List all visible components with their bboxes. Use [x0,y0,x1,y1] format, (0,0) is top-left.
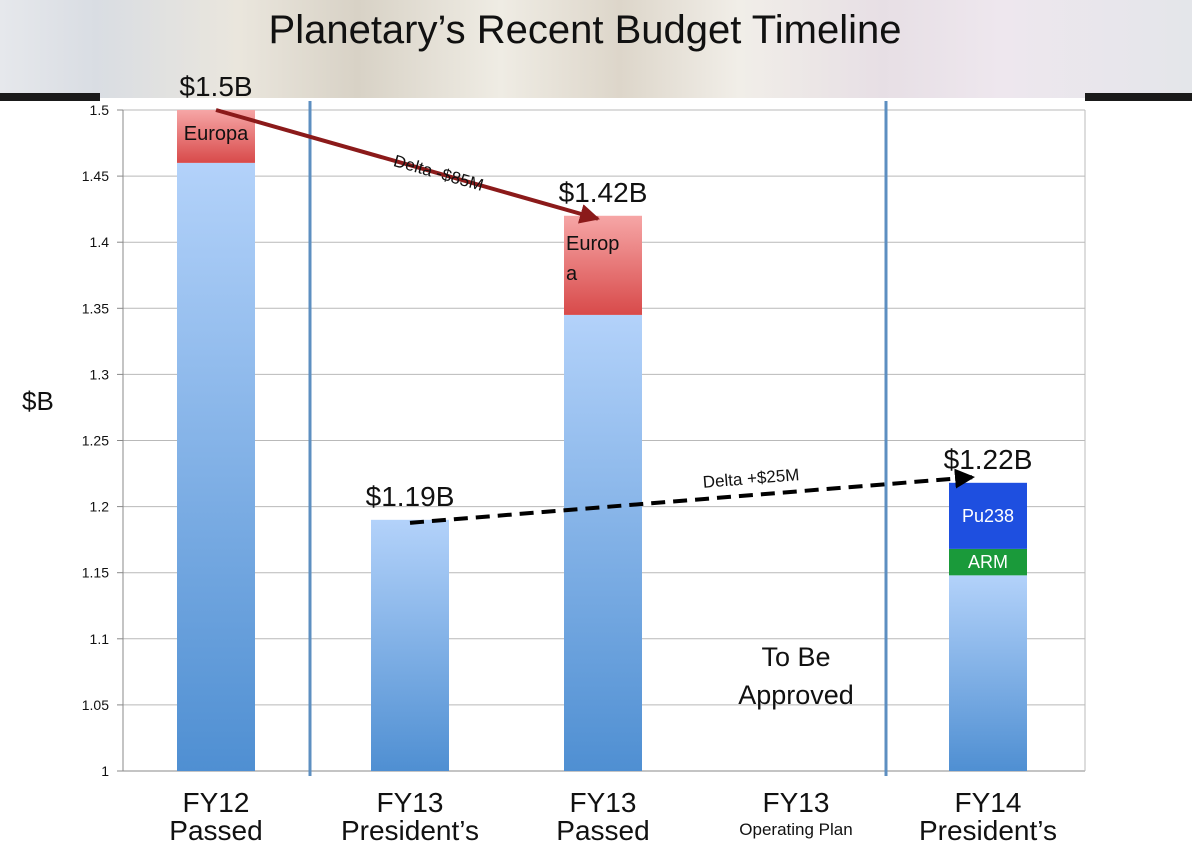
y-tick-label: 1.45 [82,168,109,184]
y-tick-label: 1.3 [90,366,110,382]
bar-segment [949,575,1027,771]
bar-segment [177,162,255,771]
category-label: FY13 Operating Plan [696,787,896,839]
category-label-line2: Operating Plan [739,820,853,839]
y-tick-label: 1.4 [90,234,110,250]
delta-label: Delta -$85M [391,151,485,195]
delta-arrow [215,108,600,224]
category-label-line2: Passed [556,815,650,846]
banner-rule-right [1085,93,1192,101]
category-label: FY12 Passed [116,789,316,845]
segment-label: Europ [566,233,619,255]
bar-segment [564,314,642,771]
y-tick-label: 1.15 [82,565,109,581]
y-tick-label: 1 [101,763,109,779]
bar-total-label: $1.22B [944,444,1033,475]
category-label-line2: Passed [169,815,263,846]
y-tick-label: 1.1 [90,631,110,647]
banner-rule-left [0,93,100,101]
category-label-line1: FY14 [954,787,1022,818]
y-tick-label: 1.05 [82,697,109,713]
y-tick-label: 1.25 [82,433,109,449]
segment-label: Europa [184,123,249,145]
category-label-line1: FY12 [182,787,250,818]
bar-total-label: $1.19B [366,481,455,512]
bar-total-label: $1.42B [559,177,648,208]
to-be-approved-text: To Be [761,642,830,672]
segment-label: a [566,263,578,285]
bar-segment [564,215,642,315]
slide-title: Planetary’s Recent Budget Timeline [268,8,902,52]
y-tick-label: 1.35 [82,300,109,316]
category-label-line1: FY13 [762,787,830,818]
category-label-line2: President’s [340,815,479,846]
bar-segment [371,519,449,771]
bar-segment [949,482,1027,549]
category-label-line2: President’s [918,815,1057,846]
category-label: FY14 President’s [888,789,1088,845]
category-label: FY13 Passed [503,789,703,845]
title-banner [0,0,1192,98]
y-tick-label: 1.5 [90,102,110,118]
delta-arrow [409,468,975,525]
y-axis-label: $B [22,386,54,416]
category-label: FY13 President’s [310,789,510,845]
to-be-approved-text: Approved [738,680,854,710]
y-tick-label: 1.2 [90,499,110,515]
delta-label: Delta +$25M [702,465,800,492]
category-label-line1: FY13 [376,787,444,818]
category-label-line1: FY13 [569,787,637,818]
bar-total-label: $1.5B [179,71,252,102]
bar-segment [949,548,1027,576]
segment-label: Pu238 [962,506,1014,526]
segment-label: ARM [968,552,1008,572]
